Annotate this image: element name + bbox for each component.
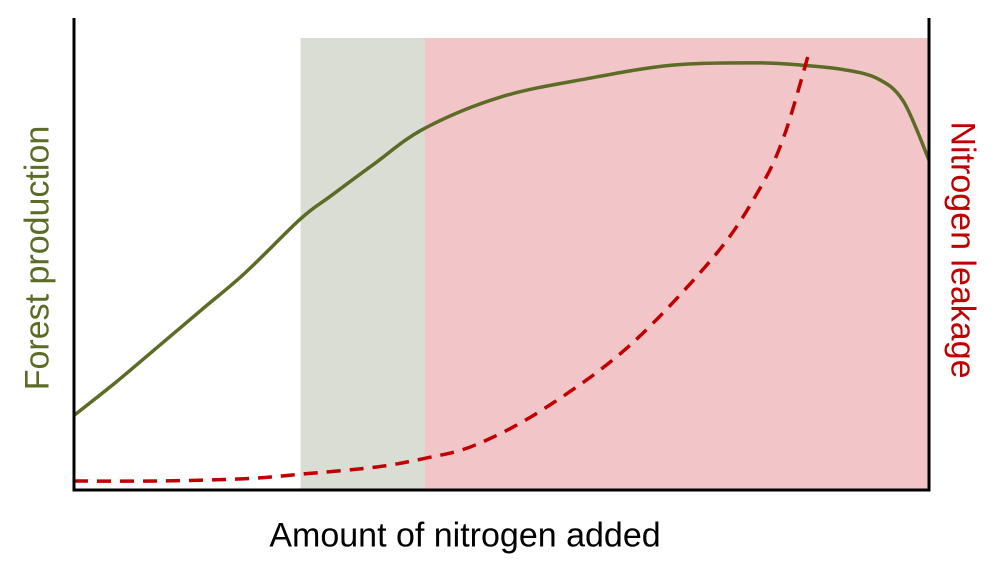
shaded-regions (300, 38, 929, 490)
y-axis-left-label: Forest production (18, 125, 57, 391)
x-axis-label: Amount of nitrogen added (269, 516, 661, 555)
shaded-region-1 (300, 38, 425, 490)
forest-production-line (72, 61, 931, 417)
nitrogen-leakage-line (73, 51, 811, 483)
shaded-region-2 (424, 38, 929, 490)
axes (72, 18, 931, 492)
y-axis-right-label: Nitrogen leakage (943, 121, 982, 379)
series-lines (72, 51, 931, 483)
